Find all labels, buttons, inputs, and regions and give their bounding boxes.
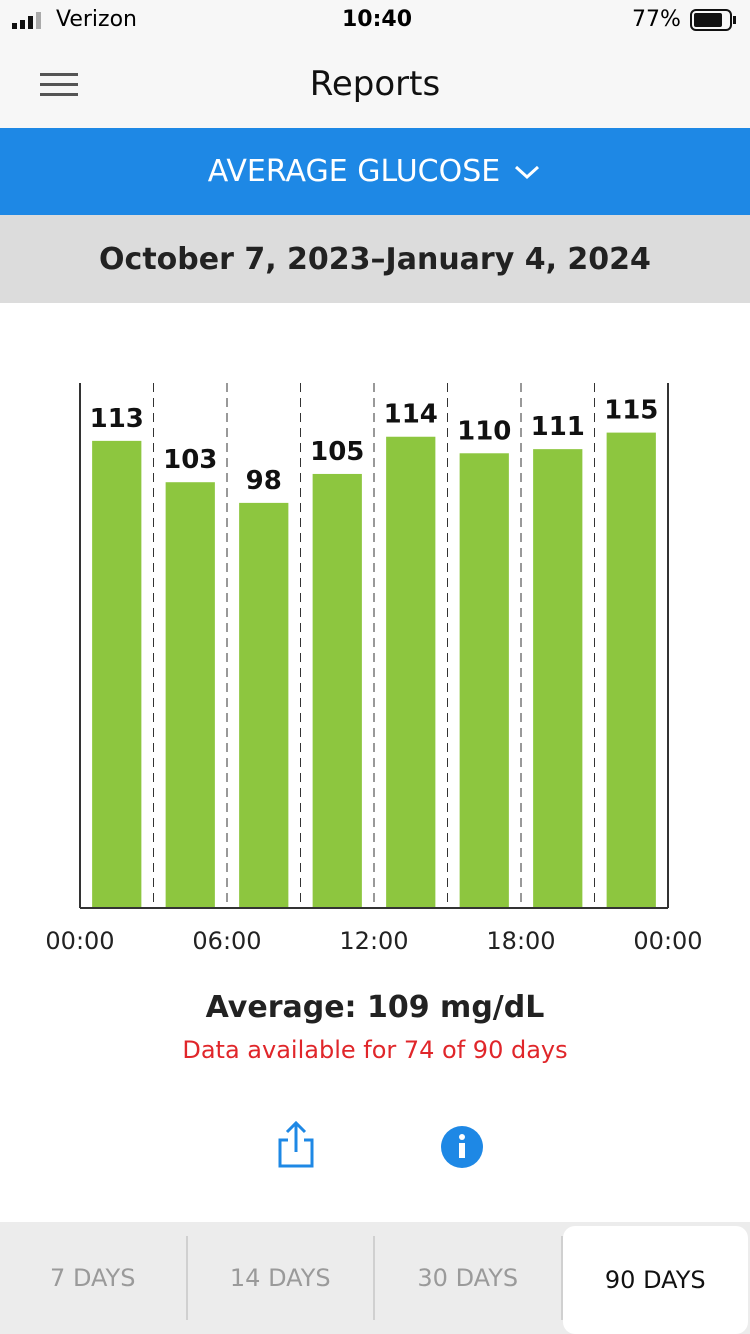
chevron-icon: [515, 165, 540, 179]
page-title: Reports: [309, 64, 441, 104]
menu-button[interactable]: [40, 72, 80, 98]
battery-percent: 77%: [632, 7, 681, 32]
info-button[interactable]: [440, 1125, 484, 1169]
availability: Data available for 74 of 90 days: [182, 1036, 568, 1064]
data-label: 113: [90, 404, 144, 434]
report-selector[interactable]: AVERAGE GLUCOSE: [0, 128, 750, 215]
x-tick-label: 00:00: [633, 927, 702, 955]
status-bar: Verizon 10:40 77%: [0, 0, 750, 42]
bar: [533, 449, 583, 908]
bar: [459, 453, 509, 908]
clock: 10:40: [342, 7, 413, 32]
tab[interactable]: 30 DAYS: [375, 1236, 563, 1320]
range-tabs: 7 DAYS 14 DAYS 30 DAYS 90 DAYS: [0, 1222, 750, 1334]
data-label: 111: [531, 412, 585, 442]
battery-icon: [690, 9, 736, 31]
data-label: 114: [384, 400, 438, 430]
chart: 113 103 98 105 114 110 111 115 00:00 06:00 12:00 18…: [45, 383, 703, 955]
tab[interactable]: 90 DAYS: [562, 1226, 748, 1334]
bar: [92, 440, 142, 908]
x-tick-label: 00:00: [45, 927, 114, 955]
tab[interactable]: 7 DAYS: [0, 1236, 188, 1320]
x-tick-label: 12:00: [339, 927, 408, 955]
share-button[interactable]: [276, 1120, 318, 1170]
bar: [386, 436, 436, 908]
data-label: 110: [457, 416, 511, 446]
x-tick-label: 18:00: [486, 927, 555, 955]
data-label: 103: [163, 445, 217, 475]
data-label: 105: [310, 437, 364, 467]
average: Average: 109 mg/dL: [205, 990, 545, 1025]
bar: [312, 473, 362, 908]
date-range-text: October 7, 2023–January 4, 2024: [99, 241, 651, 277]
report-label: AVERAGE GLUCOSE: [207, 154, 501, 189]
signal-icon: [12, 12, 41, 29]
date-range: October 7, 2023–January 4, 2024: [0, 215, 750, 303]
data-label: 115: [604, 396, 658, 426]
bar: [239, 502, 289, 908]
data-label: 98: [246, 466, 282, 496]
bar: [165, 482, 215, 908]
tab[interactable]: 14 DAYS: [188, 1236, 375, 1320]
x-tick-label: 06:00: [192, 927, 261, 955]
nav-bar: Reports: [0, 42, 750, 128]
bar: [606, 432, 656, 908]
carrier: Verizon: [56, 7, 137, 32]
